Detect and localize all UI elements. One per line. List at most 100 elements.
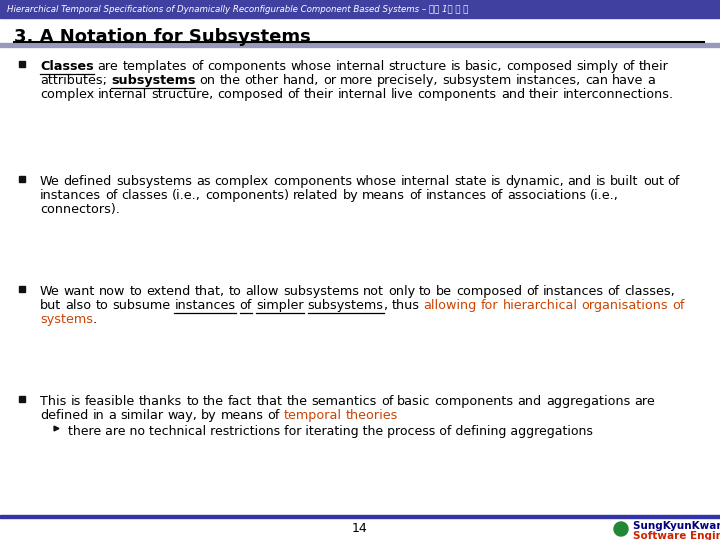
Text: subsume: subsume: [112, 299, 171, 312]
Text: also: also: [66, 299, 91, 312]
Text: to: to: [130, 285, 143, 298]
Text: composed: composed: [217, 87, 284, 100]
Text: instances: instances: [174, 299, 235, 312]
Text: of: of: [526, 285, 539, 298]
Text: internal: internal: [98, 87, 148, 100]
Text: theories: theories: [346, 409, 398, 422]
Text: defined: defined: [64, 175, 112, 188]
Text: as: as: [196, 175, 211, 188]
Text: to: to: [95, 299, 108, 312]
Text: SungKyunKwan University: SungKyunKwan University: [633, 521, 720, 531]
Bar: [0, 515, 720, 518]
Text: way,: way,: [167, 409, 197, 422]
Text: the: the: [287, 395, 307, 408]
Text: of: of: [608, 285, 620, 298]
Text: connectors).: connectors).: [40, 202, 120, 215]
Text: a: a: [647, 74, 655, 87]
Text: whose: whose: [290, 60, 331, 73]
Text: thanks: thanks: [139, 395, 182, 408]
Text: hierarchical: hierarchical: [503, 299, 577, 312]
Text: internal: internal: [338, 87, 387, 100]
Text: that,: that,: [194, 285, 225, 298]
Text: of: of: [409, 189, 421, 202]
Text: components: components: [273, 175, 352, 188]
Text: of: of: [105, 189, 117, 202]
Text: of: of: [191, 60, 203, 73]
Text: now: now: [99, 285, 125, 298]
Text: other: other: [244, 74, 279, 87]
Text: subsystems: subsystems: [116, 175, 192, 188]
Text: basic: basic: [397, 395, 431, 408]
Text: components): components): [205, 189, 289, 202]
Text: subsystems: subsystems: [111, 74, 195, 87]
Text: simpler: simpler: [256, 299, 304, 312]
Text: of: of: [623, 60, 635, 73]
Text: of: of: [381, 395, 393, 408]
Text: dynamic,: dynamic,: [505, 175, 564, 188]
Text: attributes;: attributes;: [40, 74, 107, 87]
Text: to: to: [186, 395, 199, 408]
Text: can: can: [585, 74, 608, 87]
Text: fact: fact: [228, 395, 253, 408]
Text: complex: complex: [40, 87, 94, 100]
Text: allow: allow: [246, 285, 279, 298]
Text: of: of: [667, 175, 680, 188]
Text: Software Engineering Lab.: Software Engineering Lab.: [633, 531, 720, 540]
Text: We: We: [40, 285, 60, 298]
Text: are: are: [634, 395, 655, 408]
Text: but: but: [40, 299, 61, 312]
Text: the: the: [220, 74, 240, 87]
Text: internal: internal: [401, 175, 450, 188]
Text: subsystems: subsystems: [307, 299, 384, 312]
Text: state: state: [454, 175, 487, 188]
Bar: [0, 43, 720, 47]
Text: composed: composed: [456, 285, 522, 298]
Text: 3. A Notation for Subsystems: 3. A Notation for Subsystems: [14, 28, 311, 46]
Text: means: means: [220, 409, 264, 422]
Text: instances,: instances,: [516, 74, 581, 87]
Text: by: by: [343, 189, 358, 202]
Text: basic,: basic,: [465, 60, 503, 73]
Text: for: for: [481, 299, 498, 312]
Text: thus: thus: [392, 299, 420, 312]
Text: allowing: allowing: [423, 299, 477, 312]
Text: is: is: [451, 60, 461, 73]
Text: are: are: [98, 60, 118, 73]
Text: on: on: [199, 74, 215, 87]
Text: and: and: [568, 175, 592, 188]
Text: by: by: [201, 409, 217, 422]
Text: subsystems: subsystems: [283, 285, 359, 298]
Text: similar: similar: [120, 409, 163, 422]
Text: their: their: [529, 87, 559, 100]
Text: is: is: [490, 175, 501, 188]
Text: extend: extend: [146, 285, 191, 298]
Text: only: only: [388, 285, 415, 298]
Text: 14: 14: [352, 522, 368, 535]
Text: components: components: [207, 60, 287, 73]
Text: to: to: [229, 285, 242, 298]
Text: be: be: [436, 285, 452, 298]
Text: temporal: temporal: [284, 409, 342, 422]
Text: complex: complex: [215, 175, 269, 188]
Text: We: We: [40, 175, 60, 188]
Text: Classes: Classes: [40, 60, 94, 73]
Text: classes,: classes,: [624, 285, 675, 298]
Text: components: components: [435, 395, 514, 408]
Text: organisations: organisations: [582, 299, 668, 312]
Text: of: of: [490, 189, 503, 202]
Text: simply: simply: [577, 60, 618, 73]
Text: interconnections.: interconnections.: [563, 87, 674, 100]
Text: instances: instances: [542, 285, 603, 298]
Text: their: their: [639, 60, 669, 73]
Text: Hierarchical Temporal Specifications of Dynamically Reconfigurable Component Bas: Hierarchical Temporal Specifications of …: [7, 4, 469, 14]
Text: of: of: [268, 409, 280, 422]
Text: templates: templates: [122, 60, 187, 73]
Text: live: live: [391, 87, 414, 100]
Text: of: of: [287, 87, 300, 100]
Text: want: want: [64, 285, 95, 298]
Text: .: .: [93, 313, 97, 326]
Text: (i.e.,: (i.e.,: [590, 189, 619, 202]
Bar: [0, 0, 720, 18]
Text: precisely,: precisely,: [377, 74, 438, 87]
Text: out: out: [643, 175, 664, 188]
